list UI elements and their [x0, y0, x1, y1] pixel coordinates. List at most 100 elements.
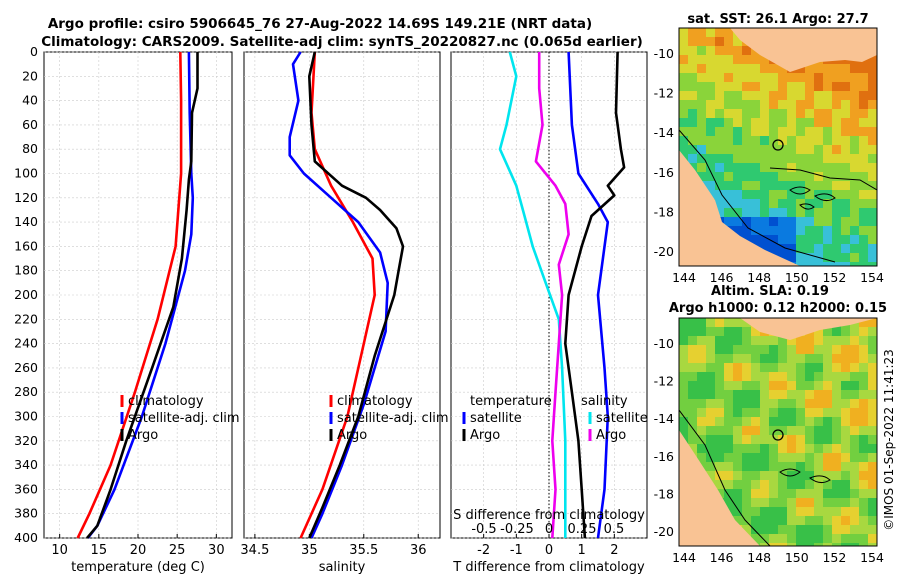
map-cell [805, 145, 815, 155]
map-cell [805, 91, 815, 101]
map-cell [697, 453, 707, 463]
map-cell [769, 489, 779, 499]
map-cell [742, 381, 752, 391]
map-cell [706, 109, 716, 119]
map-cell [796, 525, 806, 535]
map-cell [823, 408, 833, 418]
map-cell [733, 363, 743, 373]
map-cell [715, 444, 725, 454]
map-cell [751, 118, 761, 128]
map-cell [715, 453, 725, 463]
map-cell [814, 480, 824, 490]
land-mass [730, 28, 877, 72]
map-cell [697, 363, 707, 373]
map-cell [715, 109, 725, 119]
map-cell [706, 37, 716, 47]
map-cell [832, 163, 842, 173]
map-cell [715, 37, 725, 47]
map-cell [805, 417, 815, 427]
map-cell [859, 208, 869, 218]
map-cell [868, 327, 877, 337]
map-cell [769, 217, 779, 227]
map-cell [805, 354, 815, 364]
map-cell [724, 354, 734, 364]
map-cell [823, 417, 833, 427]
map-cell [751, 372, 761, 382]
map-cell [859, 190, 869, 200]
map-cell [742, 82, 752, 92]
map-cell [832, 399, 842, 409]
map-cell [733, 199, 743, 209]
map-cell [796, 172, 806, 182]
map-cell [796, 73, 806, 83]
map-cell [868, 145, 877, 155]
map-cell [769, 127, 779, 137]
map-cell [859, 327, 869, 337]
map-cell [859, 435, 869, 445]
map-cell [706, 435, 716, 445]
map-cell [688, 345, 698, 355]
map-cell [823, 390, 833, 400]
map-cell [805, 100, 815, 110]
map-cell [859, 73, 869, 83]
map-cell [778, 336, 788, 346]
map-cell [805, 462, 815, 472]
lon-tick-label: 148 [747, 550, 771, 565]
map-cell [832, 226, 842, 236]
map-cell [850, 543, 860, 546]
map-cell [787, 226, 797, 236]
legend-label-satellite-adj: satellite-adj. clim [128, 411, 240, 426]
map-cell [724, 136, 734, 146]
map-cell [841, 399, 851, 409]
series-line-argo [307, 51, 405, 539]
map-cell [679, 109, 689, 119]
map-cell [805, 480, 815, 490]
map-cell [832, 417, 842, 427]
map-cell [778, 453, 788, 463]
map-cell [841, 453, 851, 463]
map-cell [841, 498, 851, 508]
map-cell [769, 82, 779, 92]
map-cell [859, 381, 869, 391]
map-cell [724, 462, 734, 472]
argo-float-marker [772, 139, 784, 151]
map-cell [769, 154, 779, 164]
map-cell [796, 163, 806, 173]
map-cell [697, 327, 707, 337]
map-cell [796, 127, 806, 137]
map-cell [706, 462, 716, 472]
sla-map: Altim. SLA: 0.19 Argo h1000: 0.12 h2000:… [654, 284, 888, 565]
map-cell [742, 363, 752, 373]
map-cell [778, 408, 788, 418]
map-cell [679, 118, 689, 128]
map-cell [697, 100, 707, 110]
map-cell [742, 55, 752, 65]
map-cell [778, 208, 788, 218]
map-cell [868, 163, 877, 173]
map-cell [832, 408, 842, 418]
map-cell [868, 55, 877, 65]
map-cell [850, 390, 860, 400]
map-cell [823, 462, 833, 472]
map-cell [832, 354, 842, 364]
land-mass [679, 150, 800, 266]
series-line-satellite-adj-clim [288, 51, 390, 539]
map-cell [805, 181, 815, 191]
map-cell [697, 109, 707, 119]
map-cell [850, 408, 860, 418]
map-cell [715, 172, 725, 182]
map-cell [841, 118, 851, 128]
map-cell [733, 64, 743, 74]
map-cell [859, 163, 869, 173]
map-cell [796, 226, 806, 236]
map-cell [778, 462, 788, 472]
map-cell [859, 199, 869, 209]
temperature-series [76, 51, 199, 539]
map-cell [742, 181, 752, 191]
map-cell [841, 327, 851, 337]
map-cell [733, 417, 743, 427]
map-cell [769, 498, 779, 508]
s-tick-label: -0.25 [500, 522, 534, 537]
map-cell [760, 181, 770, 191]
map-cell [751, 127, 761, 137]
